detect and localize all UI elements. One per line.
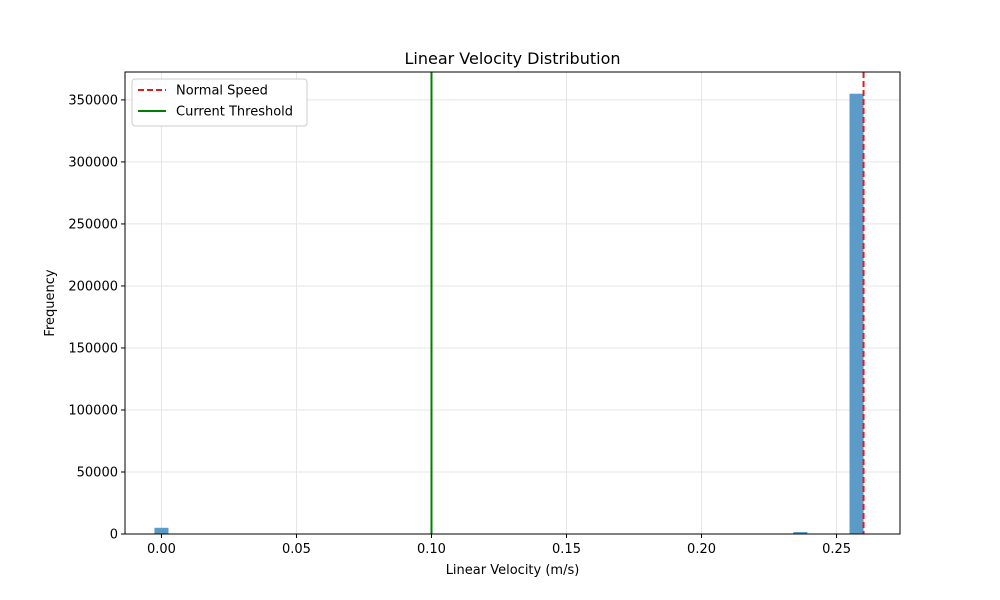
- y-tick-label: 250000: [68, 217, 118, 232]
- legend-label-normal-speed: Normal Speed: [176, 84, 268, 99]
- x-tick-label: 0.20: [687, 542, 716, 557]
- y-tick-label: 0: [110, 528, 118, 543]
- y-tick-label: 50000: [77, 465, 118, 480]
- x-tick-label: 0.05: [282, 542, 311, 557]
- y-tick-label: 200000: [68, 279, 118, 294]
- x-axis-title: Linear Velocity (m/s): [446, 563, 580, 578]
- reference-lines-layer: [430, 72, 865, 534]
- ticks-layer: 0.00 0.05 0.10 0.15 0.20 0.25 0 50000 100000 1500…: [68, 93, 851, 557]
- legend-box: [131, 78, 308, 127]
- histogram-bar: [154, 527, 169, 534]
- y-tick-label: 350000: [68, 93, 118, 108]
- legend-label-current-threshold: Current Threshold: [176, 105, 293, 120]
- x-tick-label: 0.00: [147, 542, 176, 557]
- legend: Normal Speed Current Threshold: [131, 78, 308, 127]
- x-tick-label: 0.15: [552, 542, 581, 557]
- plot-frame: [124, 71, 901, 535]
- y-axis-title: Frequency: [43, 269, 58, 336]
- chart-title: Linear Velocity Distribution: [404, 49, 620, 68]
- histogram-bar: [793, 532, 808, 534]
- histogram-bar: [849, 93, 864, 534]
- y-tick-label: 300000: [68, 155, 118, 170]
- x-tick-label: 0.10: [417, 542, 446, 557]
- y-tick-label: 150000: [68, 341, 118, 356]
- x-tick-label: 0.25: [822, 542, 851, 557]
- y-tick-label: 100000: [68, 403, 118, 418]
